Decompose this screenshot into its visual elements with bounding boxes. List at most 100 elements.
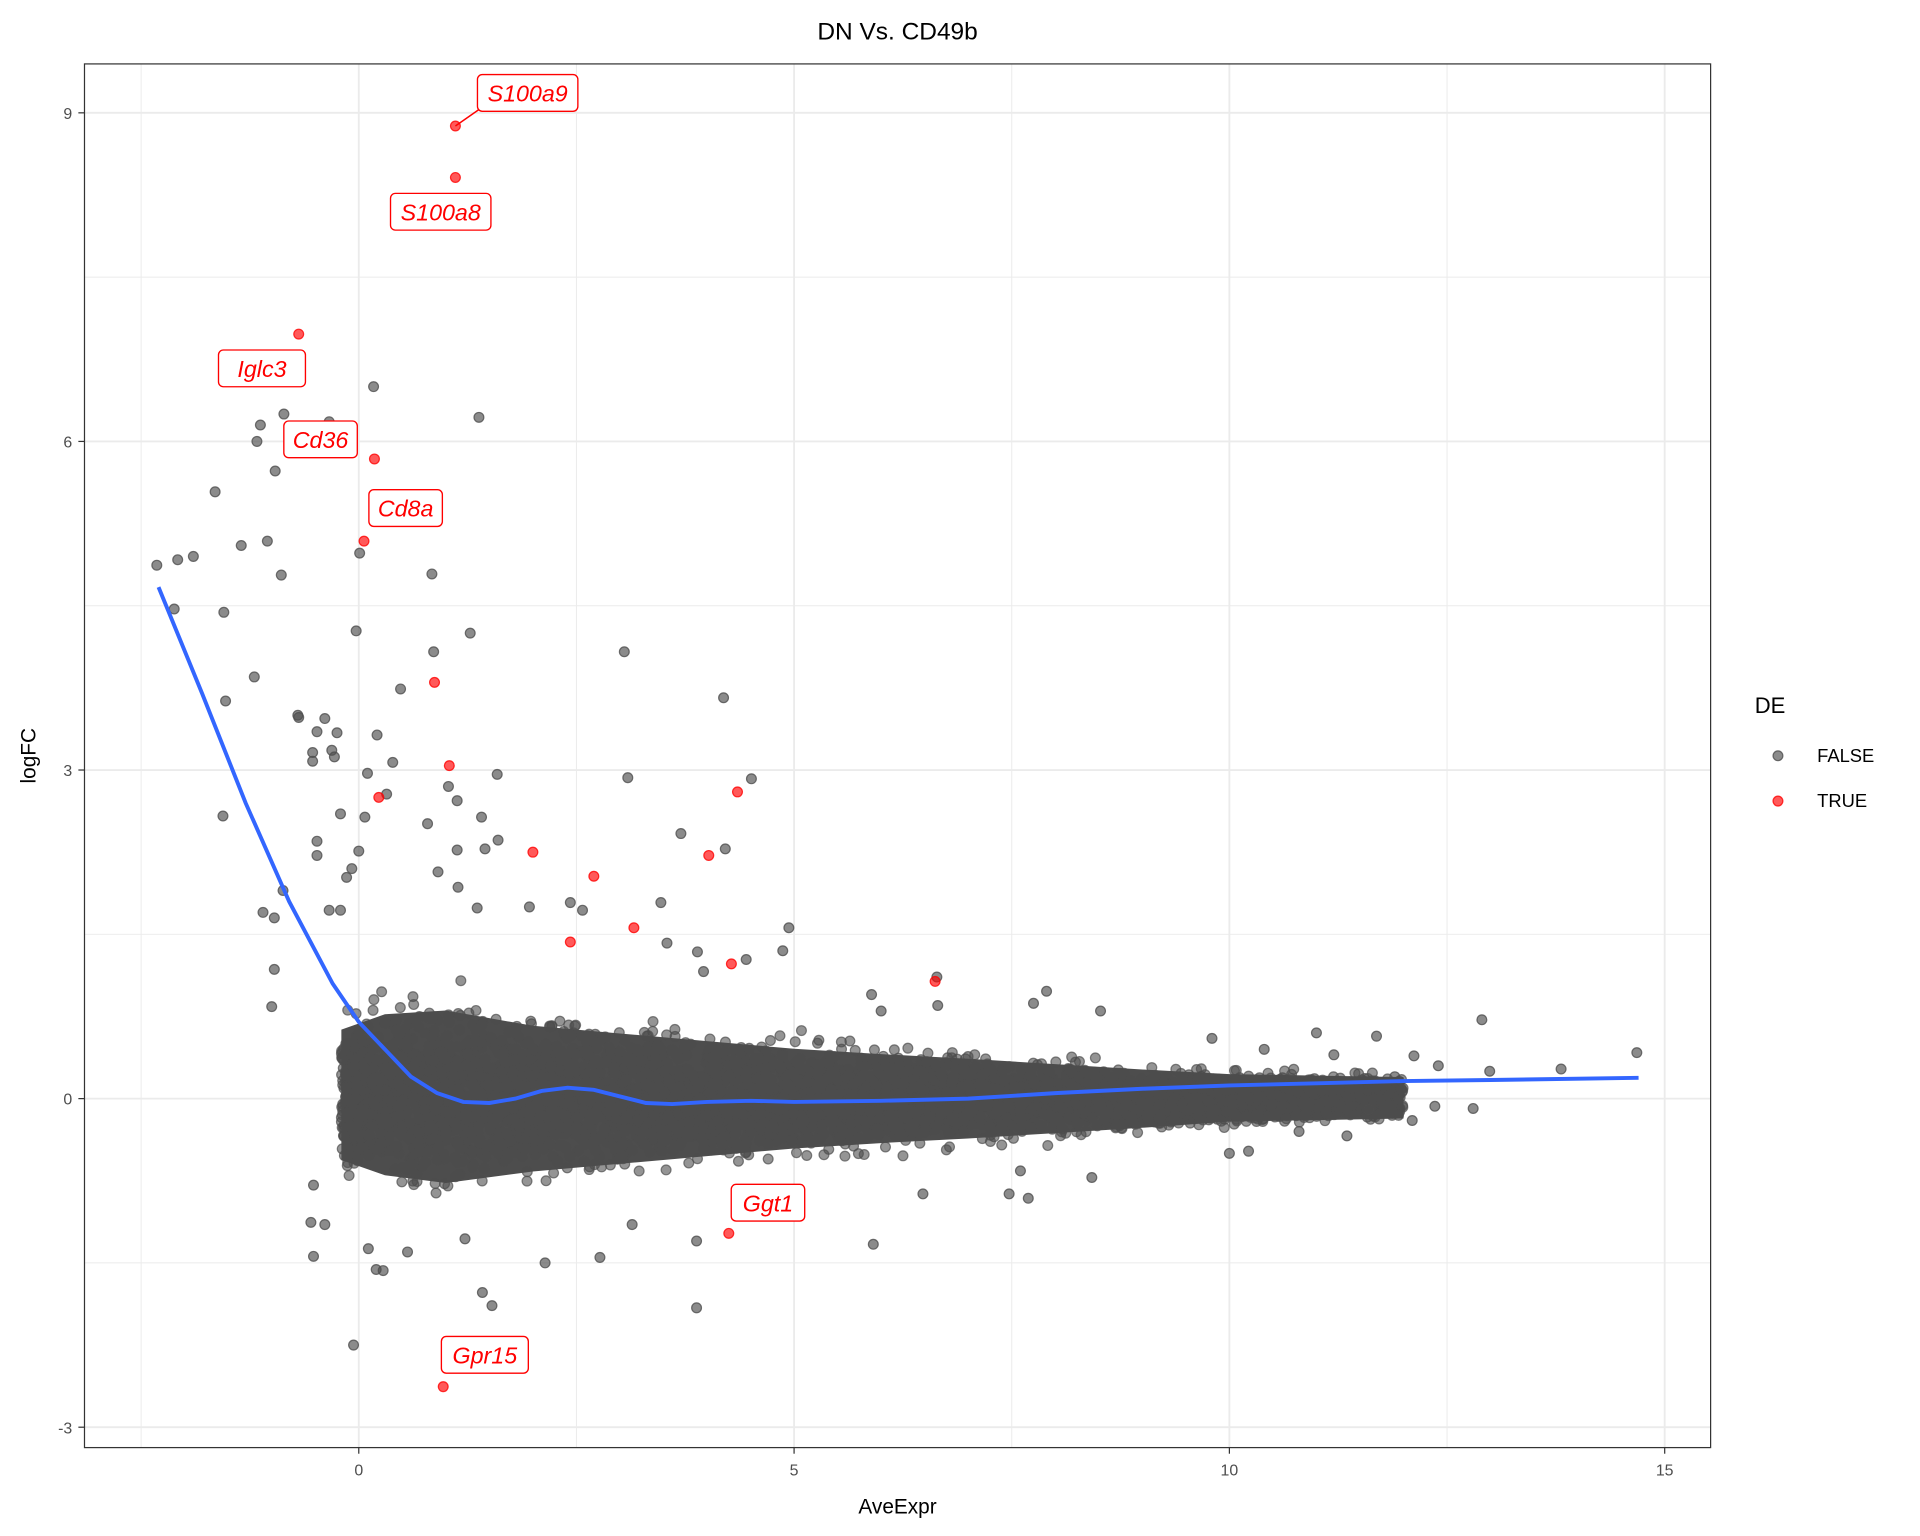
point-de-false [491,768,503,780]
point-de-false [867,1238,879,1250]
point-cloud [1110,1121,1122,1133]
point-de-false [248,671,260,683]
point-cloud [454,1009,466,1021]
point-de-false [319,1219,331,1231]
point-de-false [266,1001,278,1013]
point-cloud [996,1139,1008,1151]
x-tick-label: 10 [1221,1463,1239,1480]
point-cloud [674,1071,686,1083]
point-de-false [476,1286,488,1298]
point-cloud [507,1102,519,1114]
point-cloud [483,1080,495,1092]
point-de-false [1003,1188,1015,1200]
point-cloud [632,1114,644,1126]
point-cloud [749,1052,761,1064]
point-cloud [590,1107,602,1119]
point-cloud [828,1051,840,1063]
point-de-false [346,863,358,875]
point-cloud [467,1161,479,1173]
point-cloud [1071,1117,1083,1129]
point-cloud [818,1149,830,1161]
point-cloud [421,1124,433,1136]
point-cloud [839,1150,851,1162]
point-cloud [698,1142,710,1154]
point-de-false [261,535,273,547]
point-cloud [976,1133,988,1145]
point-de-false [1014,1165,1026,1177]
point-cloud [573,1123,585,1135]
point-de-true [358,535,370,547]
point-cloud [344,1120,356,1132]
point-cloud [509,1117,521,1129]
point-cloud [563,1067,575,1079]
point-cloud [404,1117,416,1129]
point-de-false [426,568,438,580]
gene-label: Cd8a [368,488,444,528]
point-de-false [371,729,383,741]
point-cloud [918,1126,930,1138]
point-cloud [719,1036,731,1048]
point-de-false [187,550,199,562]
point-cloud [716,1138,728,1150]
point-cloud [584,1051,596,1063]
point-cloud [554,1121,566,1133]
point-cloud [879,1141,891,1153]
y-tick-label: -3 [58,1420,72,1437]
point-cloud [691,1153,703,1165]
point-cloud [1168,1114,1180,1126]
point-cloud [396,1176,408,1188]
point-de-false [319,713,331,725]
point-cloud [871,1123,883,1135]
point-cloud [509,1054,521,1066]
point-cloud [1126,1113,1138,1125]
point-de-false [151,559,163,571]
point-cloud [726,1085,738,1097]
point-cloud [359,1105,371,1117]
point-de-false [217,810,229,822]
point-de-false [1095,1005,1107,1017]
point-cloud [627,1055,639,1067]
point-cloud [1053,1115,1065,1127]
point-de-true [443,760,455,772]
point-cloud [641,1030,653,1042]
point-de-false [1631,1047,1643,1059]
point-cloud [704,1087,716,1099]
point-cloud [974,1085,987,1097]
point-cloud [941,1086,953,1098]
gene-label: S100a8 [389,192,492,231]
point-de-false [1243,1145,1255,1157]
point-cloud [1349,1067,1361,1079]
point-cloud [613,1027,625,1039]
point-cloud [1170,1063,1182,1075]
point-de-false [268,912,280,924]
point-cloud [449,1117,461,1129]
point-cloud [407,991,419,1003]
point-cloud [619,1034,631,1046]
point-cloud [551,1155,563,1167]
point-cloud [849,1044,861,1056]
point-cloud [497,1047,509,1060]
point-cloud [640,1067,652,1079]
point-de-false [428,646,440,658]
point-cloud [392,1078,404,1090]
point-cloud [525,1018,537,1030]
point-cloud [659,1089,671,1101]
point-cloud [432,1095,444,1107]
point-cloud [669,1120,681,1132]
point-cloud [1107,1071,1119,1083]
gene-label: S100a9 [476,73,579,112]
point-cloud [510,1043,522,1055]
point-de-false [691,1302,703,1314]
point-cloud [740,1146,752,1158]
point-cloud [1040,1079,1052,1091]
point-cloud [868,1044,880,1056]
point-cloud [649,1053,661,1065]
gene-label-text: Iglc3 [237,356,286,382]
legend-title: DE [1755,693,1786,718]
point-cloud [1003,1061,1015,1073]
point-de-false [350,625,362,637]
point-cloud [763,1084,775,1096]
point-de-false [362,1243,374,1255]
point-cloud [657,1125,669,1137]
